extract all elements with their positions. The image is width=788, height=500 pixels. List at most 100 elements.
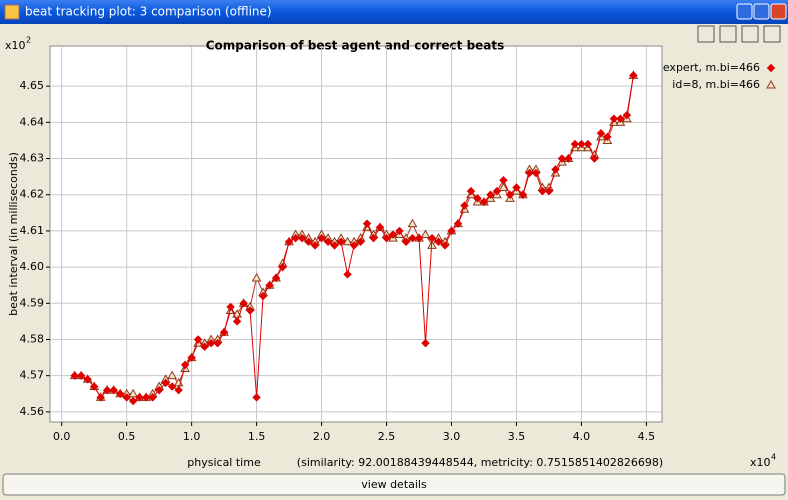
data-point (505, 190, 515, 199)
y-tick-label: 4.61 (20, 224, 45, 237)
data-point (245, 306, 255, 315)
data-point (427, 233, 437, 243)
y-tick-label: 4.56 (20, 405, 45, 418)
legend-label: id=8, m.bi=466 (672, 78, 760, 91)
data-point (128, 388, 139, 398)
app-icon (4, 4, 20, 20)
data-point (271, 273, 281, 283)
data-point (460, 201, 469, 210)
y-tick-label: 4.60 (20, 260, 45, 273)
data-point (518, 190, 528, 199)
y-tick-label: 4.63 (20, 152, 45, 165)
data-point (434, 237, 443, 246)
y-tick-label: 4.65 (20, 79, 45, 92)
data-point (200, 342, 209, 351)
data-point (414, 233, 424, 243)
x-tick-label: 4.0 (573, 430, 591, 443)
data-point (317, 233, 326, 243)
x-tick-label: 3.5 (508, 430, 526, 443)
data-point (251, 272, 262, 282)
data-point (102, 385, 112, 395)
y-tick-label: 4.57 (20, 369, 45, 382)
y-tick-label: 4.64 (20, 115, 45, 128)
y-multiplier: x10 (5, 39, 26, 52)
data-point (278, 262, 287, 272)
data-point (141, 393, 151, 402)
legend-marker (766, 79, 776, 89)
y-exponent: 2 (26, 36, 31, 45)
data-point (232, 317, 242, 326)
x-tick-label: 1.0 (183, 430, 201, 443)
data-point (531, 168, 541, 178)
view-details-button[interactable] (2, 473, 786, 496)
data-point (128, 396, 138, 406)
data-point (577, 139, 586, 149)
button-label[interactable]: view details (361, 478, 427, 491)
data-point (70, 371, 79, 380)
y-tick-label: 4.62 (20, 188, 45, 201)
data-point (407, 218, 418, 228)
data-point (206, 338, 216, 348)
data-point (596, 129, 606, 138)
data-point (96, 393, 105, 402)
data-point (557, 154, 567, 163)
data-point (564, 154, 573, 163)
data-point (239, 299, 248, 308)
data-point (83, 375, 92, 384)
maximize-button[interactable] (753, 3, 770, 20)
data-point (382, 233, 391, 243)
marker-button[interactable] (741, 25, 759, 43)
data-point (492, 186, 502, 196)
data-point (440, 241, 450, 250)
y-axis-label: beat interval (in milliseconds) (7, 152, 20, 316)
data-point (193, 335, 203, 344)
data-point (343, 270, 352, 279)
x-multiplier: x10 (750, 456, 771, 469)
legend-marker (766, 63, 776, 73)
y-tick-label: 4.59 (20, 296, 45, 309)
minimize-button[interactable] (736, 3, 753, 20)
data-point (479, 197, 489, 207)
x-tick-label: 2.0 (313, 430, 331, 443)
data-point (356, 237, 365, 246)
data-point (538, 186, 547, 196)
data-point (349, 241, 359, 250)
window-title: beat tracking plot: 3 comparison (offlin… (25, 5, 272, 19)
data-point (401, 237, 411, 246)
data-point (499, 176, 508, 185)
data-point (180, 360, 190, 370)
close-button[interactable] (770, 3, 787, 20)
data-point (420, 229, 431, 239)
x-tick-label: 2.5 (378, 430, 396, 443)
first-button[interactable] (719, 25, 737, 43)
data-point (525, 168, 534, 178)
data-point (395, 226, 404, 236)
data-point (226, 302, 235, 312)
zoom-button[interactable] (763, 25, 781, 43)
data-point (583, 139, 593, 149)
data-point (115, 389, 125, 398)
data-point (453, 219, 463, 228)
data-point (551, 165, 560, 174)
data-point (466, 186, 476, 196)
data-point (109, 385, 118, 395)
x-tick-label: 3.0 (443, 430, 461, 443)
stats-note: (similarity: 92.00188439448544, metricit… (297, 456, 663, 469)
data-point (609, 114, 619, 123)
data-point (342, 236, 353, 246)
x-axis-label: physical time (187, 456, 261, 469)
x-tick-label: 0.5 (118, 430, 136, 443)
data-point (291, 233, 300, 243)
data-point (258, 291, 268, 301)
data-point (89, 382, 99, 391)
data-point (297, 233, 307, 243)
data-point (167, 370, 178, 380)
data-point (284, 237, 294, 246)
data-point (512, 183, 521, 192)
data-point (76, 371, 86, 380)
data-point (590, 154, 599, 163)
print-button[interactable] (697, 25, 715, 43)
title-bar (0, 0, 788, 24)
data-point (252, 393, 261, 402)
